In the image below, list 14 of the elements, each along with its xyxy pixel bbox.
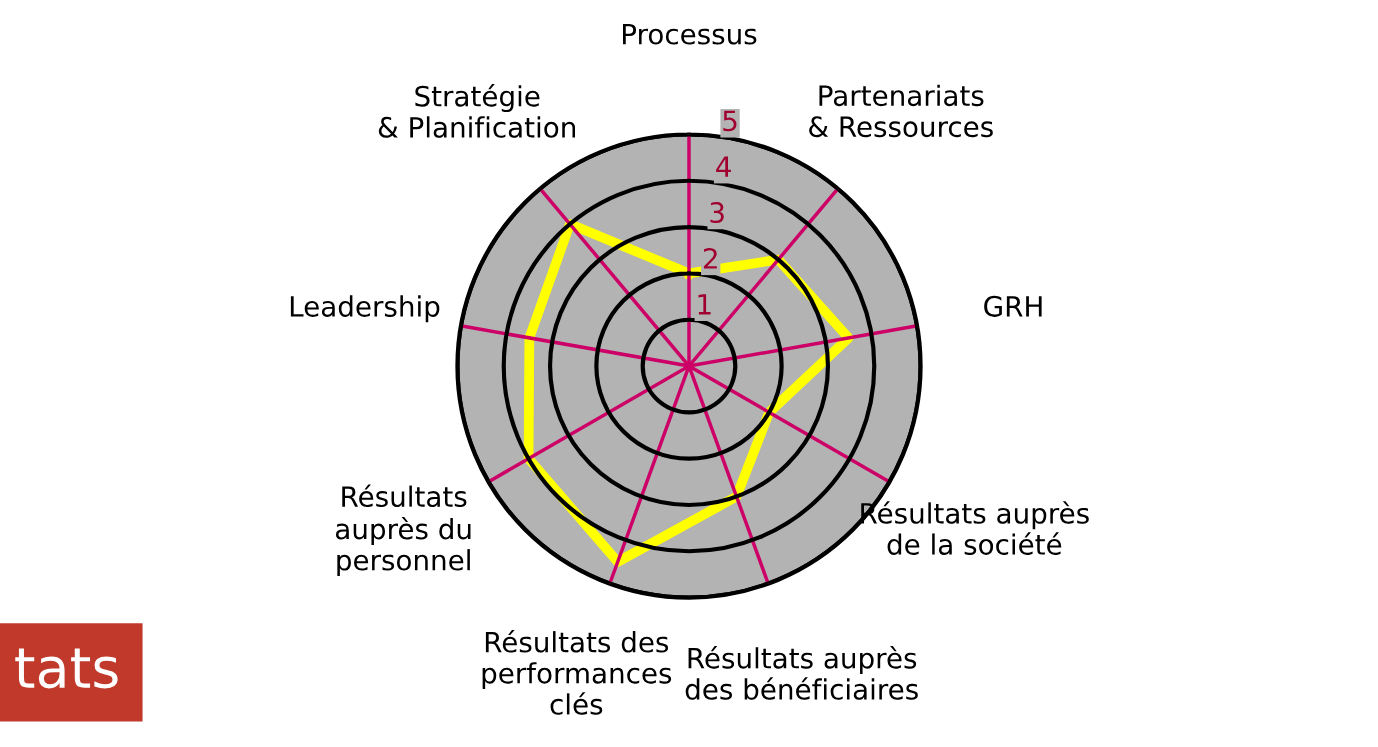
y-tick-label: 1 (698, 294, 711, 315)
spoke-label: Résultats des performances clés (482, 629, 672, 715)
spoke-label: Résultats auprès des bénéficiaires (685, 646, 918, 700)
spoke-label: Résultats auprès du personnel (335, 484, 471, 576)
spoke-label: Leadership (290, 295, 440, 323)
text: tats (15, 648, 118, 689)
spoke-label: GRH (984, 295, 1042, 317)
spoke-label: Stratégie & Planification (378, 84, 576, 138)
spoke-label: Partenariats & Ressources (809, 84, 993, 138)
y-tick-label: 4 (716, 156, 731, 177)
y-tick-label: 2 (703, 247, 717, 269)
y-tick-label: 3 (710, 202, 724, 224)
y-tick-label: 5 (723, 110, 737, 132)
spoke-label: Processus (623, 23, 757, 45)
